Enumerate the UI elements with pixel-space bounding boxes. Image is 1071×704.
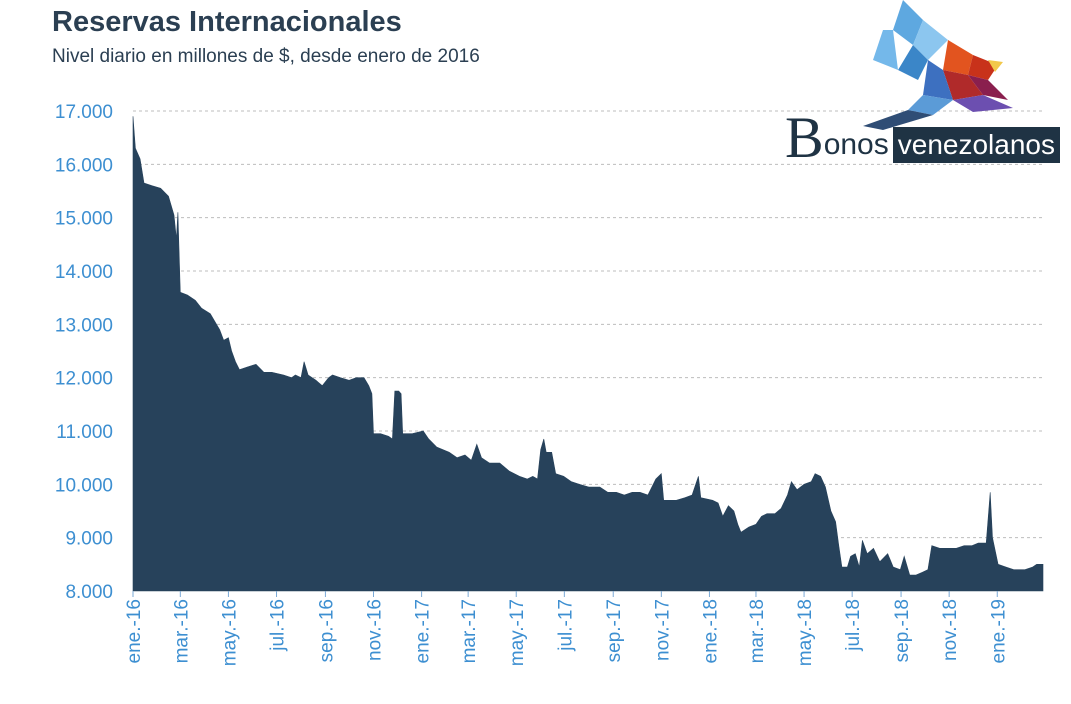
y-tick-label: 8.000 [65,582,113,603]
x-tick-label: ene.-17 [413,599,434,663]
y-tick-label: 15.000 [55,209,113,230]
x-tick-label: nov.-17 [652,599,673,661]
brand-name: onos [823,128,889,161]
x-tick-label: nov.-18 [940,599,961,661]
y-tick-label: 13.000 [55,315,113,336]
x-tick-label: ene.-16 [124,599,145,663]
y-tick-label: 11.000 [56,422,113,443]
y-tick-label: 9.000 [65,529,113,550]
x-tick-label: sep.-18 [892,599,913,662]
x-tick-label: mar.-17 [459,599,480,663]
brand-logo: B onos venezolanos [785,105,1060,170]
chart-subtitle: Nivel diario en millones de $, desde ene… [52,46,480,67]
x-tick-label: jul.-17 [555,599,576,652]
x-tick-label: mar.-16 [171,599,192,663]
x-tick-label: ene.-19 [988,599,1009,663]
x-tick-label: ene.-18 [700,599,721,663]
x-tick-label: may.-17 [507,599,528,666]
x-tick-label: may.-18 [795,599,816,666]
reserves-area-series [132,116,1044,592]
y-tick-label: 10.000 [55,475,113,496]
brand-initial: B [785,105,824,170]
x-tick-label: sep.-17 [604,599,625,662]
y-tick-label: 12.000 [55,369,113,390]
parrot-icon [863,0,1013,130]
x-tick-label: nov.-16 [365,599,386,661]
x-tick-label: jul.-16 [268,599,289,652]
brand-tag: venezolanos [892,127,1060,163]
y-tick-label: 14.000 [55,262,113,283]
x-tick-label: jul.-18 [843,599,864,652]
y-tick-label: 16.000 [55,155,113,176]
x-tick-label: may.-16 [219,599,240,666]
chart-title: Reservas Internacionales [52,6,402,38]
y-tick-label: 17.000 [55,102,113,123]
x-tick-label: mar.-18 [747,599,768,663]
x-tick-label: sep.-16 [316,599,337,662]
